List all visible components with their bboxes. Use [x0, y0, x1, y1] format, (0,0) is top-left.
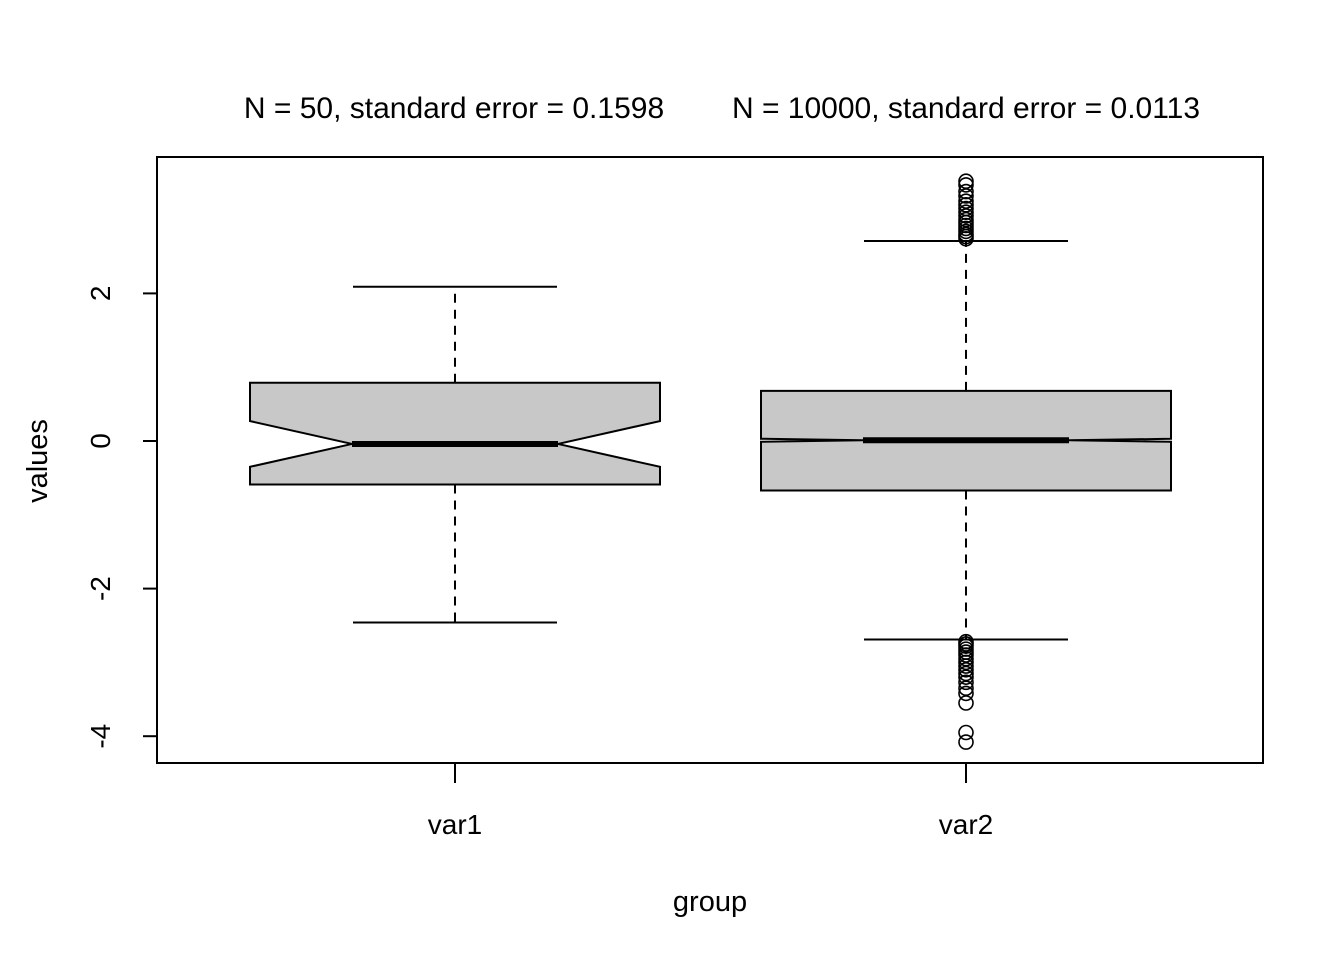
y-tick-label: -4 [85, 724, 116, 749]
outlier-point [958, 658, 974, 674]
outlier-point [958, 724, 974, 741]
y-axis-title: values [22, 419, 54, 503]
chart-title-1: N = 50, standard error = 0.1598 [244, 92, 664, 125]
x-axis-title: group [673, 886, 747, 918]
outlier-point [958, 188, 974, 204]
outlier-point [958, 208, 974, 224]
outlier-point [958, 734, 974, 750]
outlier-point [958, 695, 974, 711]
y-tick-label: 0 [85, 433, 116, 449]
outlier-point [958, 674, 974, 691]
outlier-point [958, 177, 974, 193]
y-tick-label: -2 [85, 576, 116, 601]
box-body [249, 381, 661, 486]
outlier-point [958, 661, 974, 678]
x-tick-label: var1 [428, 809, 482, 840]
outlier-point [958, 669, 974, 685]
outlier-point [958, 230, 974, 247]
x-tick-label: var2 [939, 809, 993, 840]
y-tick-label: 2 [85, 286, 116, 302]
boxes [249, 173, 1172, 750]
outlier-point [958, 685, 974, 702]
chart-title-2: N = 10000, standard error = 0.0113 [732, 92, 1200, 125]
box-var2 [760, 173, 1172, 750]
x-axis: var1 var2 [428, 762, 993, 840]
y-axis: -4 -2 0 2 [85, 286, 158, 749]
box-var1 [249, 285, 661, 624]
